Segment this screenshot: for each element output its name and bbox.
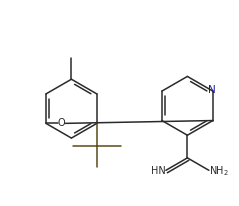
Text: HN: HN (151, 166, 165, 177)
Text: NH$_2$: NH$_2$ (209, 165, 228, 178)
Text: N: N (208, 85, 216, 95)
Text: O: O (58, 118, 65, 128)
